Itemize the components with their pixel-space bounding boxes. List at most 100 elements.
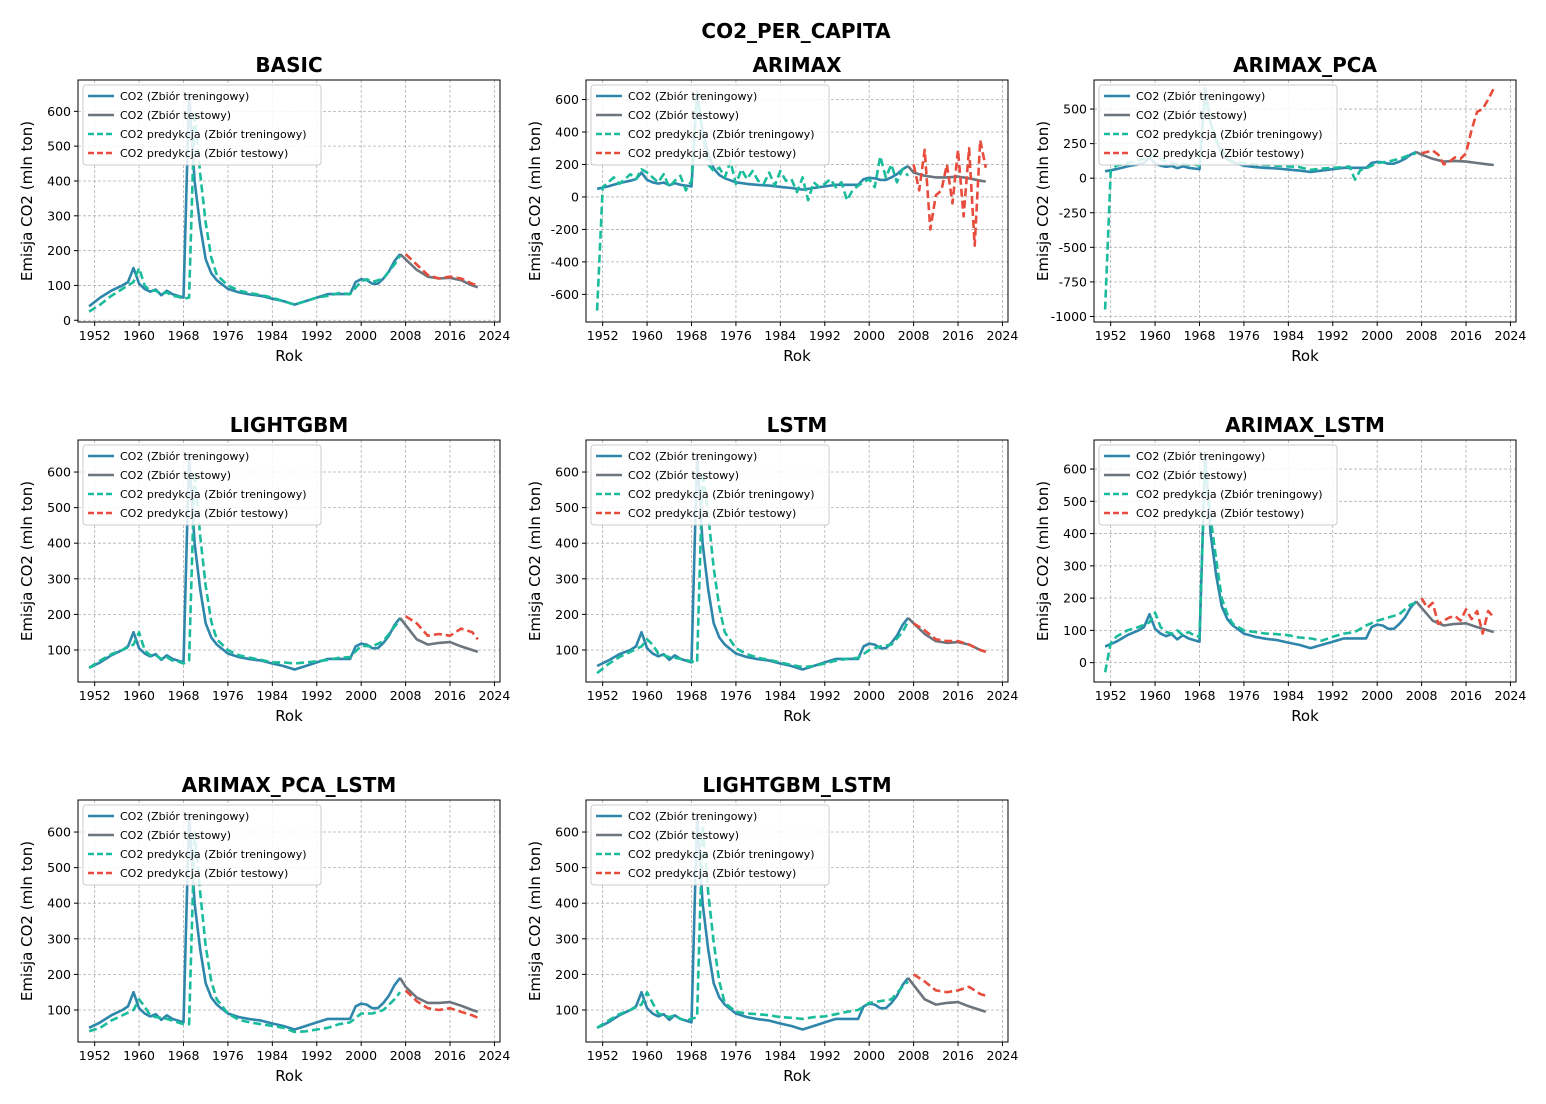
y-tick-label: 100	[47, 642, 71, 657]
axes-frame	[77, 79, 501, 323]
legend-box	[82, 84, 322, 166]
x-tick-label: 2024	[987, 688, 1019, 703]
legend-label: CO2 (Zbiór treningowy)	[1136, 90, 1265, 103]
legend-label: CO2 predykcja (Zbiór testowy)	[628, 147, 796, 160]
x-tick-label: 1960	[631, 328, 663, 343]
y-tick-label: 250	[1063, 136, 1087, 151]
legend-label: CO2 (Zbiór treningowy)	[628, 90, 757, 103]
x-tick-label: 1976	[212, 688, 244, 703]
x-tick-label: 2008	[898, 328, 930, 343]
legend-box	[590, 804, 830, 886]
series-line-pred-train	[595, 90, 910, 311]
x-tick-label: 2016	[434, 328, 466, 343]
y-axis-label: Emisja CO2 (mln ton)	[18, 481, 36, 641]
y-tick-label: 0	[63, 313, 71, 328]
legend-label: CO2 (Zbiór treningowy)	[628, 810, 757, 823]
x-tick-label: 1992	[301, 688, 333, 703]
legend-label: CO2 (Zbiór testowy)	[1136, 109, 1247, 122]
x-tick-label: 1960	[1139, 328, 1171, 343]
axes-frame	[1093, 79, 1517, 323]
series-lines	[596, 812, 987, 1031]
y-tick-label: 300	[47, 931, 71, 946]
panel-title: ARIMAX_PCA_LSTM	[182, 773, 397, 797]
y-tick-label: 100	[47, 1002, 71, 1017]
y-tick-label: 600	[47, 465, 71, 480]
x-axis-label: Rok	[1291, 707, 1319, 725]
x-tick-label: 1968	[676, 1048, 708, 1063]
x-tick-label: 1992	[301, 328, 333, 343]
y-tick-label: 400	[1063, 526, 1087, 541]
x-tick-label: 2000	[1361, 688, 1393, 703]
x-tick-label: 1992	[1317, 688, 1349, 703]
y-tick-label: -500	[1059, 240, 1087, 255]
legend: CO2 (Zbiór treningowy) CO2 (Zbiór testowy…	[590, 84, 830, 166]
y-tick-label: 200	[555, 967, 579, 982]
legend-label: CO2 predykcja (Zbiór treningowy)	[1136, 128, 1323, 141]
x-tick-label: 1976	[720, 1048, 752, 1063]
panel-lstm: 1952 1960 1968 1976 1984 1992 2000 2008 2016 2024…	[526, 413, 1018, 725]
x-tick-label: 1992	[809, 328, 841, 343]
x-tick-label: 1992	[809, 1048, 841, 1063]
series-line-test	[398, 977, 479, 1014]
legend-label: CO2 predykcja (Zbiór treningowy)	[1136, 488, 1323, 501]
legend-box	[1098, 84, 1338, 166]
legend-label: CO2 (Zbiór treningowy)	[120, 810, 249, 823]
x-tick-label: 1984	[764, 328, 796, 343]
x-tick-label: 1952	[79, 328, 111, 343]
series-line-train	[596, 90, 909, 191]
x-tick-label: 2016	[942, 688, 974, 703]
axes-frame	[585, 79, 1009, 323]
x-tick-label: 1952	[1095, 328, 1127, 343]
y-tick-label: 0	[1079, 655, 1087, 670]
x-tick-label: 1960	[1139, 688, 1171, 703]
legend-label: CO2 predykcja (Zbiór testowy)	[120, 507, 288, 520]
series-lines	[596, 452, 987, 675]
x-tick-label: 1984	[764, 688, 796, 703]
x-axis-label: Rok	[275, 347, 303, 365]
panel-title: ARIMAX_PCA	[1233, 53, 1377, 77]
series-lines	[88, 452, 479, 671]
series-line-train	[1104, 451, 1418, 650]
x-tick-label: 1984	[256, 688, 288, 703]
y-tick-label: 400	[555, 896, 579, 911]
axes-frame	[585, 799, 1009, 1043]
legend: CO2 (Zbiór treningowy) CO2 (Zbiór testowy…	[82, 444, 322, 526]
x-tick-label: 1952	[79, 1048, 111, 1063]
y-tick-label: -1000	[1051, 309, 1087, 324]
x-tick-label: 2000	[853, 328, 885, 343]
y-tick-label: 100	[555, 642, 579, 657]
legend-box	[82, 804, 322, 886]
x-tick-label: 2016	[434, 1048, 466, 1063]
y-tick-label: 400	[47, 173, 71, 188]
legend-label: CO2 predykcja (Zbiór treningowy)	[120, 128, 307, 141]
x-tick-label: 1976	[212, 1048, 244, 1063]
x-tick-label: 2024	[1495, 688, 1527, 703]
y-tick-label: 400	[47, 536, 71, 551]
y-tick-label: 500	[47, 860, 71, 875]
y-tick-label: 600	[555, 825, 579, 840]
x-tick-label: 1952	[587, 328, 619, 343]
x-tick-label: 1968	[676, 328, 708, 343]
y-tick-label: 600	[1063, 462, 1087, 477]
legend: CO2 (Zbiór treningowy) CO2 (Zbiór testowy…	[1098, 444, 1338, 526]
panel-lightgbm: 1952 1960 1968 1976 1984 1992 2000 2008 2016 2024…	[18, 413, 510, 725]
y-tick-label: -250	[1059, 205, 1087, 220]
y-tick-label: 500	[1063, 102, 1087, 117]
series-lines	[1103, 451, 1495, 673]
legend-label: CO2 predykcja (Zbiór testowy)	[628, 867, 796, 880]
x-tick-label: 1952	[587, 688, 619, 703]
x-tick-label: 2008	[390, 1048, 422, 1063]
series-line-pred-test	[912, 138, 988, 247]
y-tick-label: 600	[555, 92, 579, 107]
legend-box	[1098, 444, 1338, 526]
y-axis-label: Emisja CO2 (mln ton)	[18, 841, 36, 1001]
y-tick-label: -750	[1059, 274, 1087, 289]
x-tick-label: 2024	[987, 1048, 1019, 1063]
legend-label: CO2 predykcja (Zbiór treningowy)	[628, 848, 815, 861]
series-line-pred-train	[1103, 461, 1417, 673]
x-tick-label: 1976	[1228, 688, 1260, 703]
x-tick-label: 1968	[1184, 688, 1216, 703]
y-tick-label: 400	[47, 896, 71, 911]
legend-label: CO2 (Zbiór testowy)	[1136, 469, 1247, 482]
series-line-pred-test	[404, 615, 479, 641]
